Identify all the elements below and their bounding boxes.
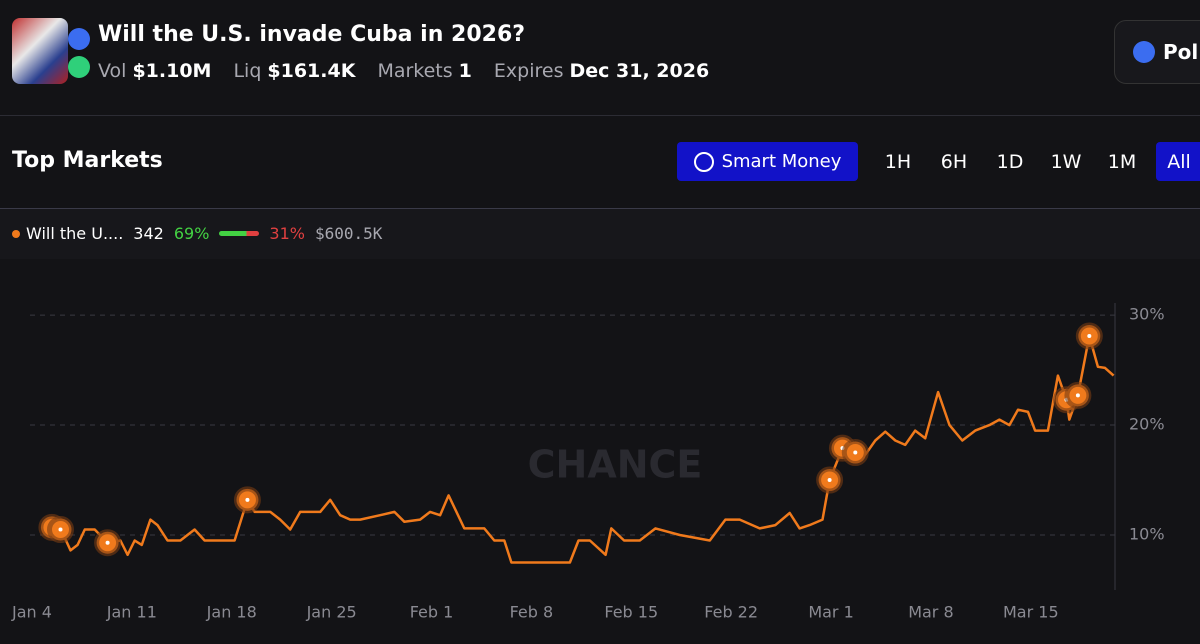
x-tick-label: Feb 1	[410, 603, 454, 622]
stat: Liq $161.4K	[233, 60, 355, 82]
range-button[interactable]: 1H	[884, 150, 912, 173]
range-button[interactable]: 6H	[940, 150, 968, 173]
legend-no: 31%	[269, 224, 305, 243]
trade-marker-dot	[853, 450, 858, 455]
stat-label: Liq	[233, 60, 262, 82]
watermark: CHANCE	[528, 443, 703, 487]
button-label: Smart Money	[721, 151, 842, 172]
legend-name: Will the U....	[26, 224, 124, 243]
x-tick-label: Feb 22	[704, 603, 758, 622]
brain-icon	[693, 151, 714, 172]
stat: Expires Dec 31, 2026	[494, 60, 709, 82]
stat-value: $1.10M	[132, 60, 212, 82]
legend-yes: 69%	[173, 224, 210, 243]
stats: Vol $1.10M Liq $161.4K Markets 1 Expires Dec…	[98, 60, 709, 82]
x-tick-label: Mar 15	[1003, 603, 1059, 622]
price-line	[44, 334, 1115, 564]
stat: Markets 1	[377, 60, 471, 82]
range-selector: 1H 6H 1D 1W 1M All	[870, 142, 1200, 181]
trade-marker-dot	[245, 497, 250, 502]
trade-marker-dot	[827, 478, 832, 483]
button-label: Pol	[1163, 40, 1199, 64]
trade-marker-dot	[105, 540, 110, 545]
y-tick-label: 30%	[1129, 305, 1165, 324]
x-tick-label: Jan 25	[306, 603, 357, 622]
x-tick-label: Jan 11	[106, 603, 157, 622]
x-tick-label: Feb 8	[510, 603, 554, 622]
market-title: Will the U.S. invade Cuba in 2026?	[98, 22, 526, 47]
market-icon	[12, 18, 68, 84]
button-icon	[1133, 41, 1155, 63]
legend-dot	[12, 229, 20, 238]
trade-marker-dot	[1075, 393, 1080, 398]
legend-count: 342	[133, 224, 164, 243]
x-tick-label: Jan 18	[206, 603, 257, 622]
y-tick-label: 10%	[1129, 525, 1165, 544]
legend-bar	[219, 231, 260, 236]
trade-marker-dot	[1087, 333, 1092, 338]
stat: Vol $1.10M	[98, 60, 211, 82]
range-button[interactable]: 1D	[996, 150, 1024, 173]
legend: Will the U.... 342 69% 31% $600.5K	[12, 224, 382, 243]
y-tick-label: 20%	[1129, 415, 1165, 434]
x-tick-label: Feb 15	[604, 603, 658, 622]
kalshi-badge	[68, 56, 90, 78]
polymarket-badge	[68, 28, 90, 50]
stat-value: $161.4K	[267, 60, 356, 82]
x-tick-label: Mar 8	[908, 603, 953, 622]
stat-label: Vol	[98, 60, 127, 82]
range-button[interactable]: 1W	[1050, 150, 1082, 173]
trade-marker-dot	[58, 527, 63, 532]
x-tick-label: Mar 1	[808, 603, 853, 622]
stat-label: Markets	[377, 60, 453, 82]
legend-background	[0, 209, 1200, 259]
legend-volume: $600.5K	[314, 224, 383, 243]
divider	[0, 208, 1200, 209]
range-button[interactable]: 1M	[1107, 150, 1137, 173]
section-title: Top Markets	[12, 148, 163, 173]
stat-label: Expires	[493, 60, 564, 82]
x-tick-label: Jan 4	[11, 603, 52, 622]
stat-value: Dec 31, 2026	[569, 60, 710, 82]
stat-value: 1	[458, 60, 472, 82]
divider	[0, 115, 1200, 116]
range-button[interactable]: All	[1156, 142, 1200, 181]
polymarket-button[interactable]: Pol	[1114, 20, 1200, 84]
smart-money-button[interactable]: Smart Money	[677, 142, 858, 181]
